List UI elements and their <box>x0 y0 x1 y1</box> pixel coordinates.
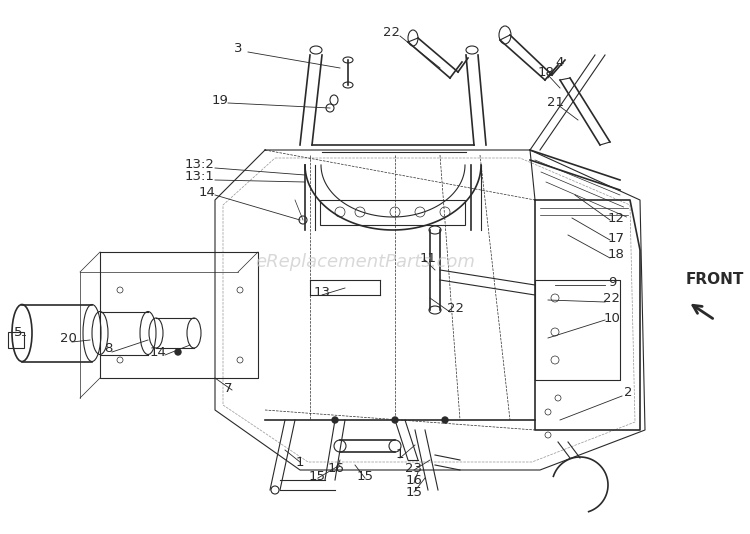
Text: 7: 7 <box>224 381 232 395</box>
Text: 22: 22 <box>383 26 400 38</box>
Text: 14: 14 <box>199 185 215 199</box>
Text: 4: 4 <box>556 56 564 68</box>
Text: 12: 12 <box>608 211 625 224</box>
Text: eReplacementParts.com: eReplacementParts.com <box>255 253 475 271</box>
Text: 22: 22 <box>446 302 464 315</box>
Text: 18: 18 <box>538 66 554 78</box>
Text: 20: 20 <box>59 332 76 344</box>
Text: 22: 22 <box>604 292 620 304</box>
Circle shape <box>237 357 243 363</box>
Text: 15: 15 <box>356 469 374 483</box>
Circle shape <box>175 349 181 355</box>
Text: 21: 21 <box>548 96 565 108</box>
Text: 16: 16 <box>406 475 422 488</box>
Circle shape <box>117 357 123 363</box>
Text: 2: 2 <box>624 387 632 399</box>
Text: 3: 3 <box>234 42 242 54</box>
Text: 18: 18 <box>608 248 625 262</box>
Circle shape <box>392 417 398 423</box>
Text: FRONT: FRONT <box>686 272 744 287</box>
Text: 19: 19 <box>211 93 229 106</box>
Text: 13:2: 13:2 <box>185 159 215 171</box>
Text: 17: 17 <box>608 232 625 245</box>
Text: 11: 11 <box>419 252 436 264</box>
Text: 23: 23 <box>406 461 422 475</box>
Text: 13: 13 <box>314 286 331 299</box>
Text: 10: 10 <box>604 311 620 325</box>
Text: 8: 8 <box>104 342 112 355</box>
Circle shape <box>237 287 243 293</box>
Circle shape <box>332 417 338 423</box>
Text: 13:1: 13:1 <box>185 170 215 184</box>
Text: 15: 15 <box>308 469 326 483</box>
Circle shape <box>117 287 123 293</box>
Text: 1: 1 <box>296 456 304 468</box>
Circle shape <box>442 417 448 423</box>
Text: 9: 9 <box>608 276 616 288</box>
Text: 14: 14 <box>149 345 166 358</box>
Text: 5: 5 <box>13 326 22 339</box>
Text: 16: 16 <box>328 461 344 475</box>
Text: 1: 1 <box>396 449 404 461</box>
Text: 15: 15 <box>406 485 422 499</box>
